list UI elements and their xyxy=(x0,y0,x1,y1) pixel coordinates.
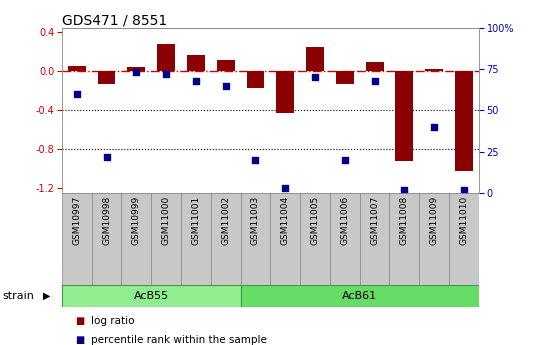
Bar xyxy=(157,44,175,71)
Point xyxy=(73,91,81,97)
Bar xyxy=(330,193,360,285)
Text: GSM11006: GSM11006 xyxy=(341,196,349,245)
Bar xyxy=(425,69,443,71)
Bar xyxy=(246,71,264,88)
Text: GSM10997: GSM10997 xyxy=(72,196,81,245)
Text: ■: ■ xyxy=(75,335,84,345)
Bar xyxy=(449,193,479,285)
Text: GSM11005: GSM11005 xyxy=(310,196,320,245)
Bar xyxy=(277,71,294,113)
Bar xyxy=(300,193,330,285)
Bar xyxy=(240,285,479,307)
Text: log ratio: log ratio xyxy=(91,316,135,326)
Point xyxy=(311,75,320,80)
Bar xyxy=(122,193,151,285)
Text: strain: strain xyxy=(3,291,34,301)
Point xyxy=(430,124,438,130)
Bar xyxy=(128,67,145,71)
Bar xyxy=(151,193,181,285)
Point xyxy=(102,154,111,159)
Point xyxy=(459,187,468,193)
Point xyxy=(400,187,409,193)
Bar xyxy=(97,71,116,84)
Bar xyxy=(455,71,473,171)
Bar xyxy=(68,66,86,71)
Point xyxy=(251,157,260,163)
Text: GSM10999: GSM10999 xyxy=(132,196,141,245)
Text: ▶: ▶ xyxy=(43,291,50,301)
Bar xyxy=(62,285,240,307)
Point xyxy=(162,71,171,77)
Bar xyxy=(271,193,300,285)
Bar xyxy=(395,71,413,161)
Bar xyxy=(187,55,205,71)
Bar xyxy=(217,60,235,71)
Text: GDS471 / 8551: GDS471 / 8551 xyxy=(62,14,167,28)
Point xyxy=(192,78,200,83)
Bar xyxy=(181,193,211,285)
Bar xyxy=(306,47,324,71)
Text: GSM11000: GSM11000 xyxy=(161,196,171,245)
Bar xyxy=(240,193,270,285)
Bar xyxy=(360,193,390,285)
Text: AcB61: AcB61 xyxy=(342,291,377,301)
Bar xyxy=(390,193,419,285)
Bar xyxy=(62,193,91,285)
Point xyxy=(132,70,140,75)
Text: GSM11003: GSM11003 xyxy=(251,196,260,245)
Point xyxy=(221,83,230,88)
Bar xyxy=(336,71,353,84)
Text: ■: ■ xyxy=(75,316,84,326)
Point xyxy=(341,157,349,163)
Bar xyxy=(366,62,384,71)
Text: GSM11001: GSM11001 xyxy=(192,196,200,245)
Text: GSM10998: GSM10998 xyxy=(102,196,111,245)
Point xyxy=(281,186,289,191)
Text: GSM11002: GSM11002 xyxy=(221,196,230,245)
Point xyxy=(370,78,379,83)
Bar xyxy=(419,193,449,285)
Bar xyxy=(91,193,122,285)
Bar xyxy=(211,193,240,285)
Text: GSM11009: GSM11009 xyxy=(430,196,438,245)
Text: AcB55: AcB55 xyxy=(133,291,169,301)
Text: GSM11004: GSM11004 xyxy=(281,196,290,245)
Text: GSM11008: GSM11008 xyxy=(400,196,409,245)
Text: percentile rank within the sample: percentile rank within the sample xyxy=(91,335,267,345)
Text: GSM11007: GSM11007 xyxy=(370,196,379,245)
Text: GSM11010: GSM11010 xyxy=(459,196,469,245)
